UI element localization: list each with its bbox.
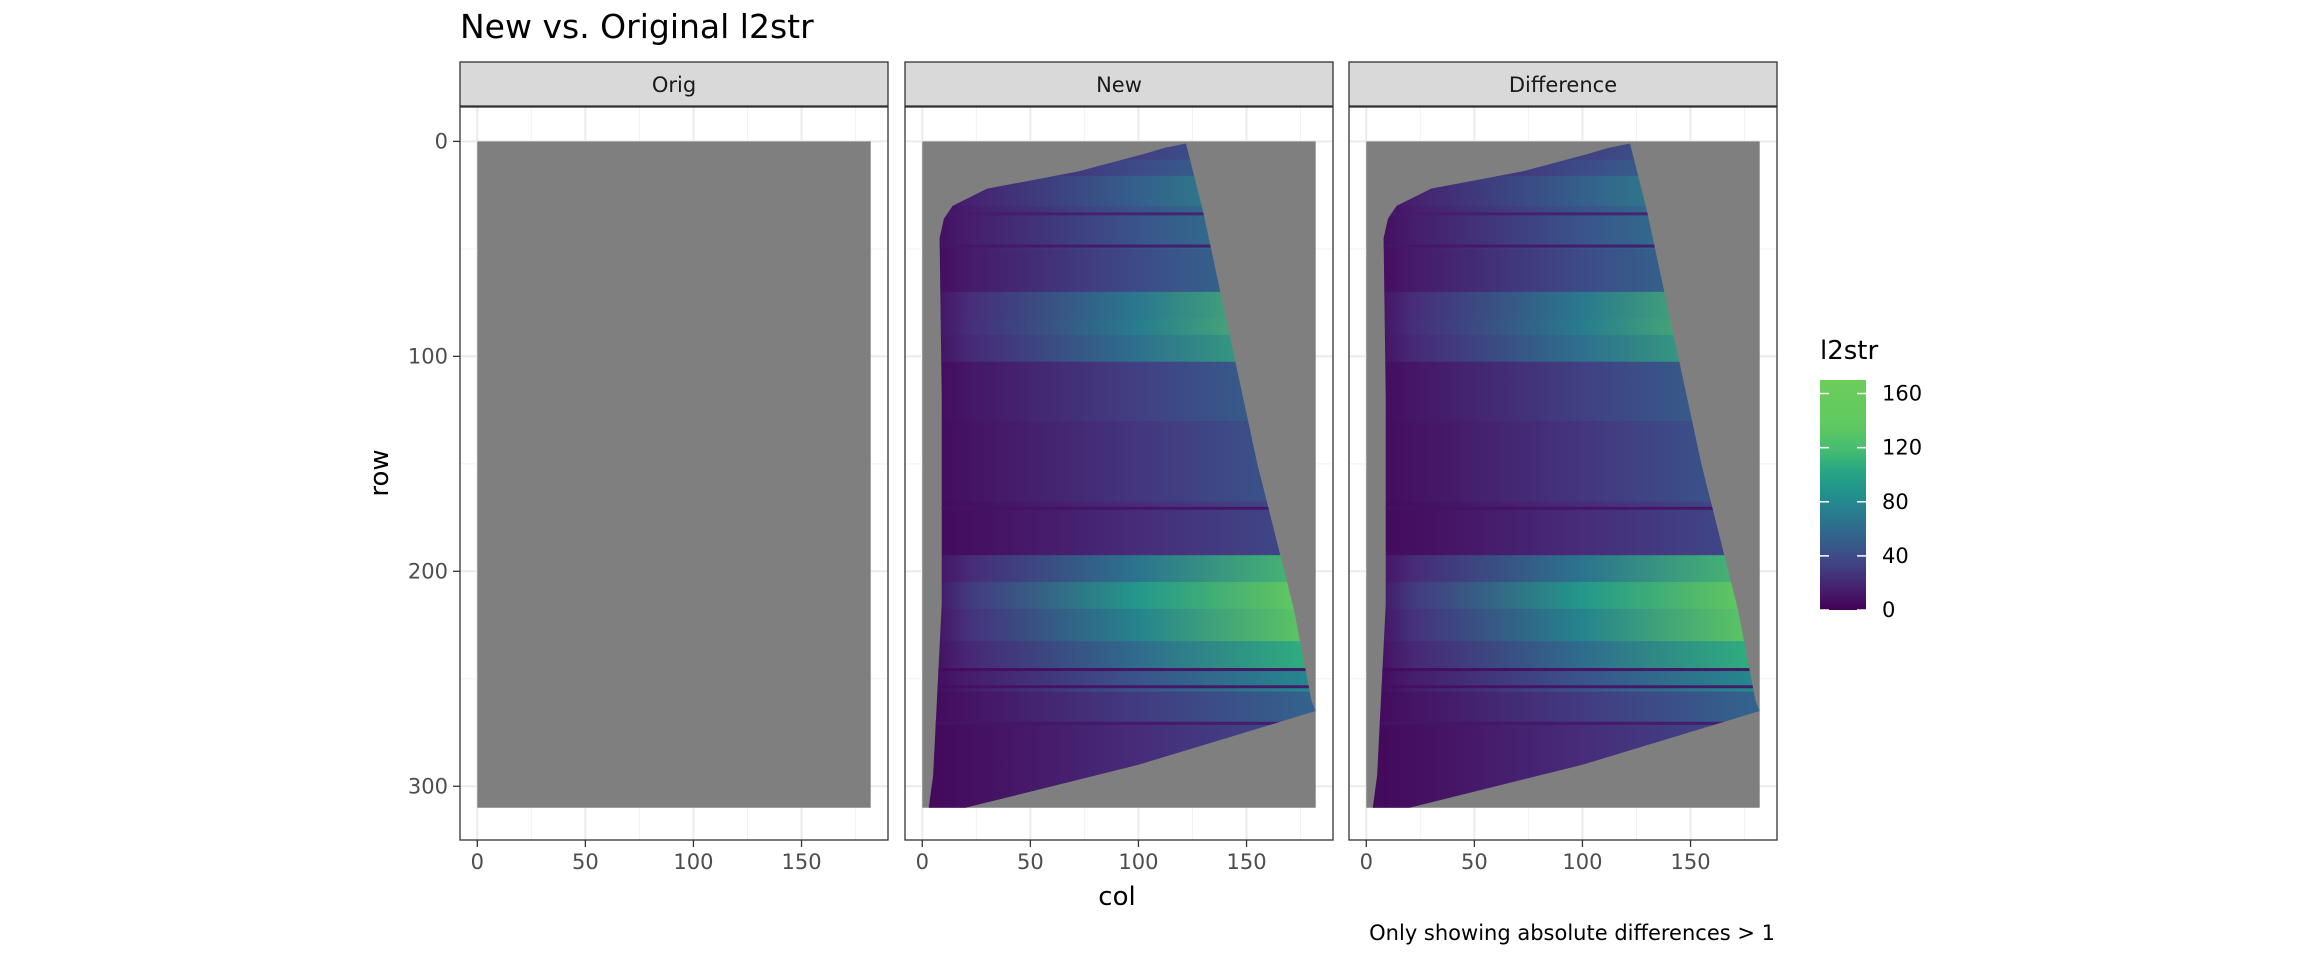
x-tick-label: 100 (1118, 850, 1158, 874)
panel-border (1348, 106, 1778, 841)
value-streak (928, 685, 1316, 689)
x-tick-label: 0 (916, 850, 929, 874)
legend-label: 160 (1882, 382, 1922, 406)
chart-title: New vs. Original l2str (460, 7, 814, 46)
na-raster (477, 141, 871, 808)
y-tick-label: 100 (408, 344, 448, 368)
legend-label: 0 (1882, 598, 1895, 622)
x-tick-label: 50 (572, 850, 599, 874)
value-streak (928, 721, 1316, 725)
panel-border (459, 106, 889, 841)
value-band (928, 501, 1316, 556)
value-band (928, 582, 1316, 610)
value-band (1372, 582, 1760, 610)
value-streak (1372, 721, 1760, 725)
facet-strip-label: Orig (652, 73, 696, 97)
value-band (928, 668, 1316, 693)
facet-panel-difference: Difference 0 50 100 150 (1348, 61, 1778, 874)
facet-strip-label: New (1096, 73, 1142, 97)
value-band (1372, 318, 1760, 336)
x-tick-label: 100 (1562, 850, 1602, 874)
legend-label: 80 (1882, 490, 1909, 514)
value-band (1372, 668, 1760, 693)
value-band (928, 691, 1316, 725)
y-tick-label: 200 (408, 559, 448, 583)
x-tick-label: 0 (1360, 850, 1373, 874)
value-band (928, 555, 1316, 583)
legend-colorbar (1820, 380, 1866, 610)
value-band (928, 608, 1316, 642)
value-band (1372, 608, 1760, 642)
x-tick-label: 150 (1226, 850, 1266, 874)
value-streak (1372, 244, 1760, 248)
legend-label: 40 (1882, 544, 1909, 568)
facet-panel-new: New 0 50 100 150 (904, 61, 1334, 874)
legend: l2str 0 40 80 120 160 (1820, 336, 1922, 622)
value-streak (1372, 685, 1760, 689)
value-band (928, 318, 1316, 336)
x-axis-title: col (1098, 882, 1135, 912)
x-tick-label: 100 (673, 850, 713, 874)
x-tick-label: 150 (1670, 850, 1710, 874)
facet-strip (459, 61, 889, 107)
value-band (1372, 555, 1760, 583)
value-band (1372, 691, 1760, 725)
chart-caption: Only showing absolute differences > 1 (1369, 921, 1775, 945)
value-band (1372, 501, 1760, 556)
value-streak (1372, 506, 1760, 510)
facet-strip (1348, 61, 1778, 107)
facet-strip-label: Difference (1509, 73, 1617, 97)
value-streak (1372, 668, 1760, 672)
value-streak (928, 506, 1316, 510)
value-streak (1372, 212, 1760, 216)
panel-border (904, 106, 1334, 841)
x-tick-label: 0 (471, 850, 484, 874)
x-tick-label: 50 (1461, 850, 1488, 874)
value-streak (928, 668, 1316, 672)
y-tick-label: 0 (435, 129, 448, 153)
value-streak (928, 244, 1316, 248)
legend-label: 120 (1882, 436, 1922, 460)
x-tick-label: 50 (1017, 850, 1044, 874)
value-band (1372, 641, 1760, 669)
y-tick-label: 300 (408, 774, 448, 798)
y-axis-title: row (365, 449, 395, 496)
facet-panel-orig: Orig 0 50 100 150 0 100 200 300 (408, 61, 889, 874)
facet-strip (904, 61, 1334, 107)
value-band (928, 641, 1316, 669)
value-streak (928, 212, 1316, 216)
x-tick-label: 150 (781, 850, 821, 874)
legend-title: l2str (1820, 336, 1879, 366)
